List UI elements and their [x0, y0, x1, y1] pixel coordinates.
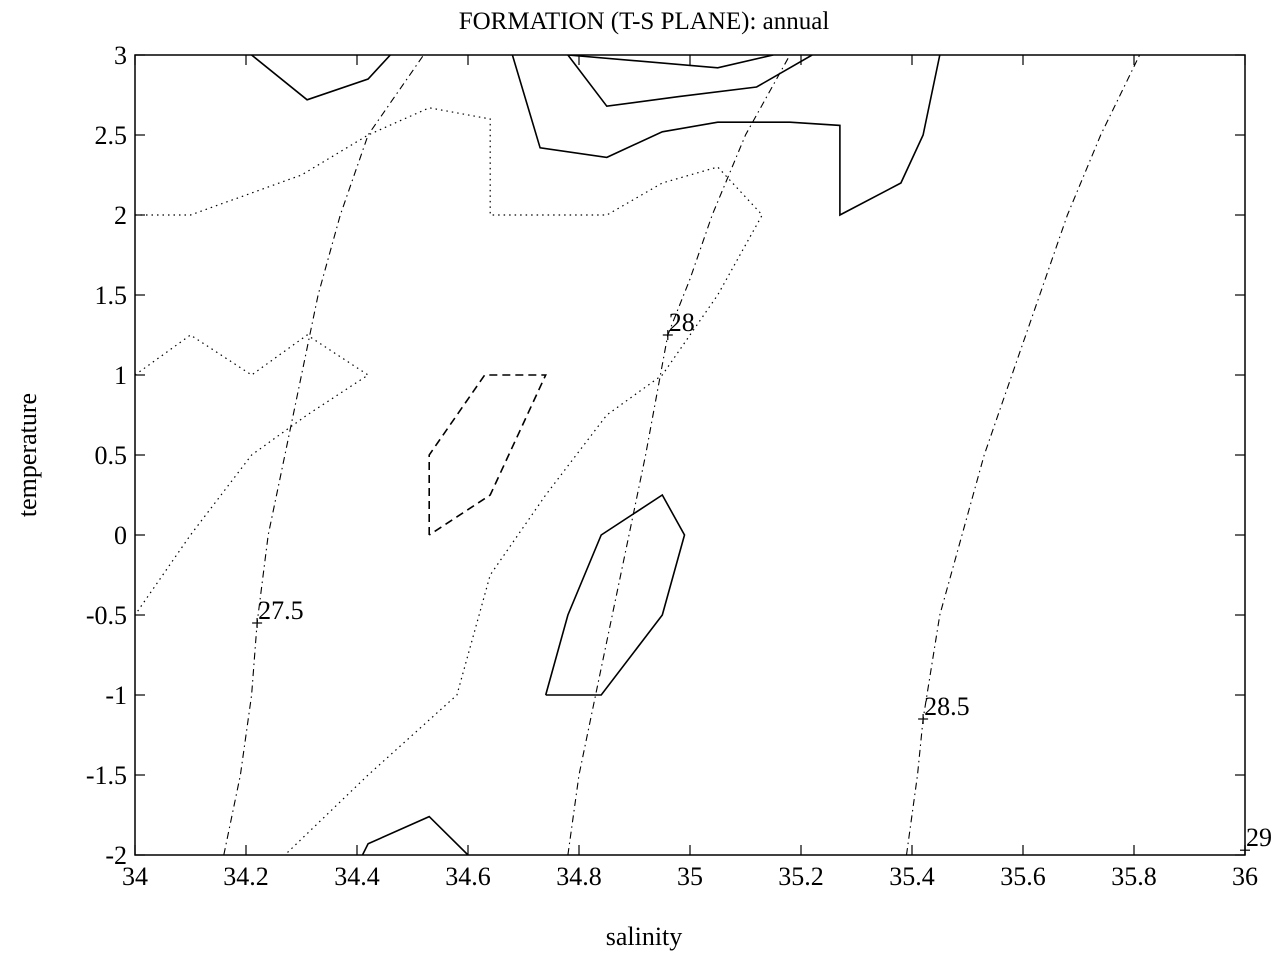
density-contour-label: 27.5: [258, 596, 304, 625]
y-tick-label: -1.5: [86, 761, 127, 790]
y-tick-label: 3: [114, 41, 127, 70]
y-tick-label: 2.5: [95, 121, 128, 150]
x-tick-label: 34.4: [334, 862, 380, 891]
solid-contour-line: [361, 815, 469, 855]
y-tick-label: -0.5: [86, 601, 127, 630]
density-contour-label: 28: [669, 308, 695, 337]
x-tick-label: 35.8: [1111, 862, 1157, 891]
dotted-contour-line: [135, 334, 370, 616]
solid-contour-line: [567, 55, 813, 108]
dotted-contour-line: [135, 107, 763, 855]
x-tick-label: 35.4: [889, 862, 935, 891]
solid-contour-line: [511, 55, 941, 217]
y-tick-label: 0: [114, 521, 127, 550]
y-tick-label: 1.5: [95, 281, 128, 310]
y-tick-label: 2: [114, 201, 127, 230]
y-tick-label: 1: [114, 361, 127, 390]
density-contour-label: 29: [1246, 823, 1272, 852]
y-tick-label: -2: [105, 841, 127, 870]
x-tick-label: 34.6: [445, 862, 491, 891]
x-tick-label: 34: [122, 862, 148, 891]
solid-contour-line: [567, 55, 774, 69]
x-tick-label: 36: [1232, 862, 1258, 891]
x-tick-label: 35.6: [1000, 862, 1046, 891]
dashed-contour-line: [428, 374, 547, 536]
density-contour-line: [223, 55, 425, 855]
y-tick-label: 0.5: [95, 441, 128, 470]
y-tick-label: -1: [105, 681, 127, 710]
solid-contour-line: [251, 55, 391, 101]
x-tick-label: 34.8: [556, 862, 602, 891]
x-tick-label: 35.2: [778, 862, 824, 891]
x-tick-label: 35: [677, 862, 703, 891]
density-contour-line: [567, 55, 791, 855]
x-axis-label: salinity: [605, 922, 683, 951]
solid-contour-line: [544, 493, 686, 696]
plot-frame: [134, 54, 1246, 856]
x-tick-label: 34.2: [223, 862, 269, 891]
chart-title: FORMATION (T-S PLANE): annual: [458, 8, 830, 35]
density-contour-line: [905, 55, 1141, 855]
density-contour-label: 28.5: [924, 692, 970, 721]
